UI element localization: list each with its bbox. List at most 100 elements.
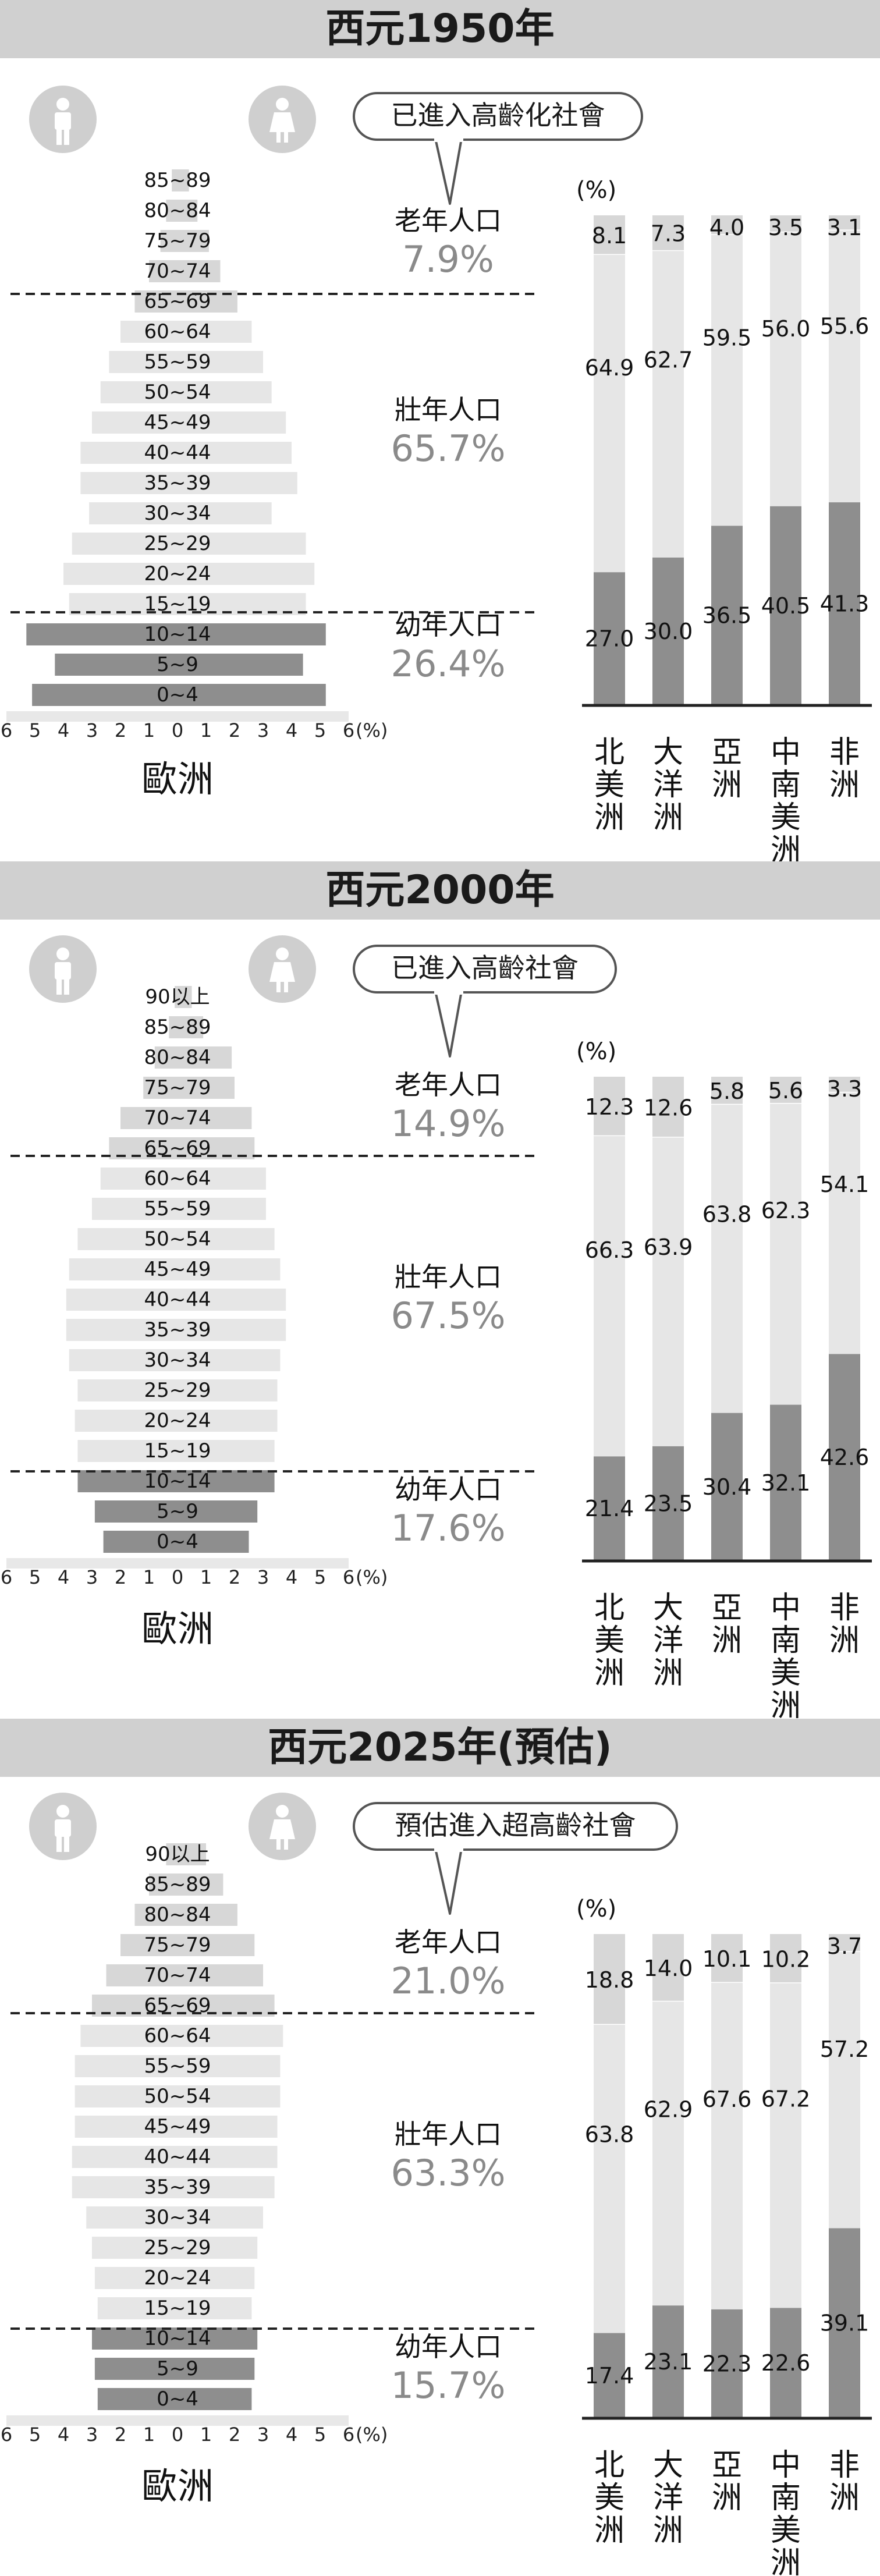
- age-label: 55~59: [144, 350, 211, 374]
- pyramid-bar-female: [178, 1077, 235, 1099]
- axis-tick-label: 6: [1, 1566, 12, 1588]
- pyramid-bar-female: [178, 1228, 275, 1250]
- pyramid-bar-male: [92, 411, 178, 434]
- pyramid-bar-female: [178, 2025, 283, 2047]
- age-label: 85~89: [144, 1873, 211, 1896]
- pyramid-bar-female: [178, 1289, 286, 1311]
- group-percent: 63.3%: [391, 2152, 506, 2194]
- age-label: 0~4: [157, 1530, 198, 1553]
- axis-tick-label: 0: [172, 1566, 183, 1588]
- age-label: 45~49: [144, 1258, 211, 1281]
- callout-text: 已進入高齡社會: [391, 952, 579, 984]
- axis-tick-label: 3: [257, 719, 269, 741]
- stack-value-old: 3.7: [827, 1933, 862, 1959]
- continent-label-char: 美: [771, 1656, 801, 1691]
- age-label: 5~9: [157, 653, 198, 676]
- stack-value-working: 63.9: [644, 1234, 693, 1260]
- pyramid-bar-male: [134, 1904, 178, 1926]
- age-label: 30~34: [144, 502, 211, 525]
- pyramid-bar-female: [178, 2085, 281, 2107]
- age-label: 5~9: [157, 2357, 198, 2380]
- stack-unit: (%): [576, 177, 616, 204]
- stack-value-young: 36.5: [702, 603, 752, 629]
- age-label: 60~64: [144, 1167, 211, 1190]
- stack-value-young: 22.3: [702, 2351, 752, 2376]
- pyramid-bar-male: [66, 1319, 178, 1341]
- axis-tick-label: 1: [200, 2424, 212, 2446]
- pyramid-bar-female: [178, 260, 221, 282]
- age-label: 80~84: [144, 199, 211, 222]
- age-label: 45~49: [144, 411, 211, 434]
- group-percent: 7.9%: [402, 238, 494, 281]
- pyramid-bar-male: [94, 2358, 178, 2380]
- age-label: 0~4: [157, 683, 198, 707]
- age-label: 20~24: [144, 1409, 211, 1432]
- speech-bubble: [353, 1802, 678, 1851]
- axis-tick-label: 5: [29, 719, 41, 741]
- axis-tick-label: 3: [257, 1566, 269, 1588]
- pyramid-bar-male: [77, 1228, 178, 1250]
- speech-bubble-tail: [434, 990, 463, 1058]
- pyramid-bar-male: [149, 260, 178, 282]
- stack-segment-old: [711, 215, 743, 235]
- stack-value-old: 3.3: [827, 1076, 862, 1102]
- age-label: 75~79: [144, 1076, 211, 1099]
- pyramid-bar-female: [178, 1470, 275, 1492]
- pyramid-bar-female: [178, 2055, 281, 2077]
- age-label: 80~84: [144, 1046, 211, 1069]
- pyramid-bar-male: [143, 1077, 178, 1099]
- stack-value-working: 62.3: [761, 1198, 811, 1223]
- stack-segment-old: [652, 1934, 684, 2002]
- age-label: 45~49: [144, 2115, 211, 2138]
- callout-text: 預估進入超高齡社會: [395, 1809, 636, 1841]
- stack-value-young: 23.1: [644, 2349, 693, 2375]
- pyramid-bar-female: [178, 2267, 255, 2289]
- group-percent: 26.4%: [391, 643, 506, 685]
- section-banner: [0, 1719, 880, 1777]
- section-banner: [0, 0, 880, 58]
- stack-value-old: 14.0: [644, 1956, 693, 1981]
- section-2025: 西元2025年(預估) 預估進入超高齡社會 90以上 85~89 80~84 75~79…: [0, 1719, 880, 2576]
- pyramid-bar-female: [178, 442, 292, 464]
- pyramid-bar-female: [178, 623, 326, 645]
- stack-unit: (%): [576, 1896, 616, 1922]
- continent-label-char: 洲: [594, 800, 624, 835]
- continent-label-char: 洲: [712, 2481, 742, 2515]
- stack-segment-working: [711, 1982, 743, 2309]
- pyramid-bar-male: [149, 1874, 178, 1896]
- continent-label-char: 南: [771, 2481, 801, 2515]
- avatar-dress: [269, 962, 295, 982]
- pyramid-bar-male: [86, 2206, 178, 2229]
- male-icon: [29, 935, 97, 1003]
- pyramid-bar-female: [178, 472, 297, 494]
- axis-tick-label: 3: [86, 2424, 98, 2446]
- pyramid-bar-female: [178, 169, 189, 191]
- pyramid-bar-male: [77, 1470, 178, 1492]
- continent-label-char: 洲: [594, 2513, 624, 2548]
- stack-value-old: 3.5: [768, 215, 803, 240]
- pyramid-bar-male: [74, 2055, 178, 2077]
- avatar-torso: [55, 1819, 71, 1837]
- stack-segment-young: [652, 2305, 684, 2417]
- age-label: 35~39: [144, 471, 211, 495]
- axis-tick-label: 5: [314, 2424, 326, 2446]
- continent-label-char: 洲: [771, 2546, 801, 2576]
- age-label: 70~74: [144, 1106, 211, 1130]
- pyramid-bar-female: [178, 1319, 286, 1341]
- stack-segment-old: [770, 215, 801, 233]
- pyramid-bar-female: [178, 1410, 278, 1432]
- pyramid-bar-male: [172, 169, 178, 191]
- avatar-leg: [284, 132, 288, 143]
- age-label: 85~89: [144, 169, 211, 192]
- pyramid-bar-female: [178, 381, 272, 403]
- stack-segment-young: [652, 558, 684, 704]
- axis-unit: (%): [356, 719, 388, 741]
- axis-tick-label: 0: [172, 719, 183, 741]
- speech-bubble: [353, 945, 617, 994]
- group-percent: 21.0%: [391, 1960, 506, 2002]
- stack-value-working: 55.6: [820, 314, 870, 339]
- pyramid-bar-female: [178, 2116, 278, 2138]
- stack-value-young: 32.1: [761, 1470, 811, 1496]
- pyramid-bar-male: [120, 1934, 178, 1956]
- stack-value-working: 56.0: [761, 316, 811, 342]
